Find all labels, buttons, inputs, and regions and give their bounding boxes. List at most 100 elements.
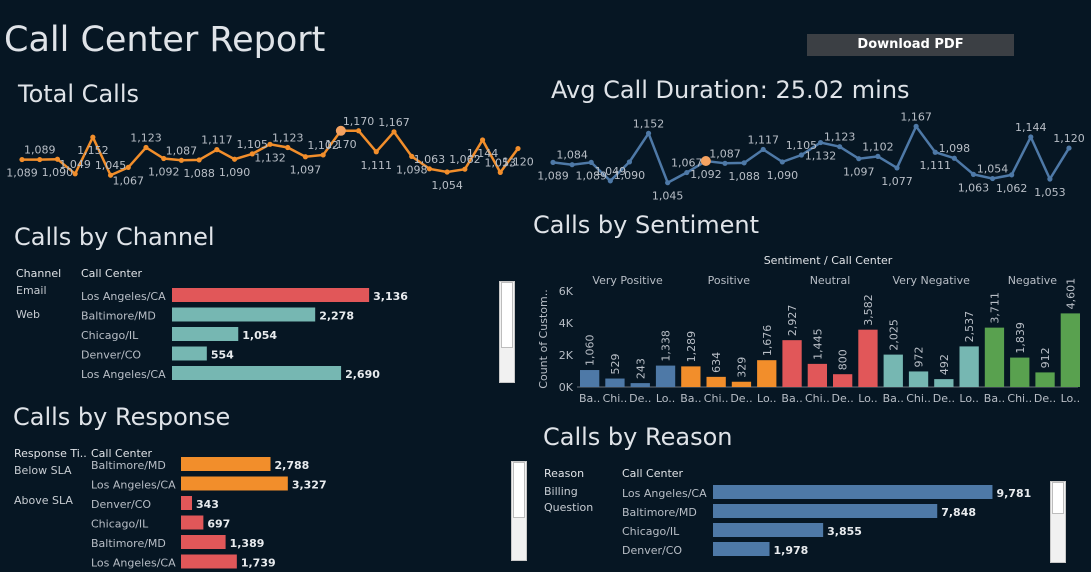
calls-by-sentiment-title: Calls by Sentiment bbox=[533, 211, 760, 239]
data-point bbox=[426, 166, 433, 172]
data-label: 1,045 bbox=[652, 190, 684, 203]
bar bbox=[858, 329, 878, 387]
value-label: 1,054 bbox=[242, 329, 277, 342]
data-point bbox=[143, 144, 149, 151]
data-label: 1,084 bbox=[556, 149, 588, 162]
channel-scrollbar-thumb[interactable] bbox=[501, 282, 513, 348]
bar bbox=[713, 523, 824, 537]
data-point bbox=[875, 153, 881, 159]
data-label: 1,067 bbox=[671, 157, 703, 170]
data-label: 1,152 bbox=[633, 117, 665, 130]
bar bbox=[1060, 313, 1080, 387]
channel-email: Email bbox=[16, 284, 47, 297]
reason-scrollbar-thumb[interactable] bbox=[1052, 482, 1064, 514]
y-tick-label: 4K bbox=[559, 317, 574, 330]
data-label: 1,089 bbox=[575, 169, 607, 182]
category-label: De.. bbox=[730, 392, 752, 405]
category-label: Ba.. bbox=[781, 392, 802, 405]
data-point bbox=[951, 155, 957, 161]
category-label: De.. bbox=[1034, 392, 1056, 405]
value-label: 7,848 bbox=[941, 506, 976, 519]
calls-by-response-chart[interactable]: Baltimore/MD 2,788 Los Angeles/CA 3,327 Denv… bbox=[0, 455, 510, 570]
reason-header: Reason bbox=[544, 467, 585, 480]
download-pdf-button[interactable]: Download PDF bbox=[807, 34, 1014, 56]
data-label: 1,167 bbox=[378, 116, 410, 129]
category-label: Chicago/IL bbox=[622, 525, 680, 538]
data-point bbox=[515, 145, 521, 152]
value-label: 1,839 bbox=[1014, 322, 1027, 354]
response-scrollbar[interactable] bbox=[511, 461, 527, 561]
total-calls-chart[interactable]: 1,0891,0891,0901,0491,1521,0451,0671,123… bbox=[0, 115, 534, 195]
data-label: 1,062 bbox=[449, 153, 481, 166]
value-label: 2,278 bbox=[319, 310, 354, 323]
value-label: 554 bbox=[211, 349, 234, 362]
bar bbox=[713, 504, 938, 518]
calls-by-reason-chart[interactable]: Los Angeles/CA 9,781 Baltimore/MD 7,848 Chic… bbox=[530, 480, 1050, 570]
data-label: 1,170 bbox=[343, 115, 375, 128]
value-label: 912 bbox=[1039, 347, 1052, 368]
y-tick-label: 6K bbox=[559, 285, 574, 298]
data-label: 1,088 bbox=[728, 170, 760, 183]
channel-scrollbar[interactable] bbox=[499, 281, 515, 383]
value-label: 800 bbox=[837, 349, 850, 370]
data-label: 1,105 bbox=[237, 138, 269, 151]
data-point bbox=[1009, 172, 1015, 178]
data-label: 1,087 bbox=[166, 144, 198, 157]
data-label: 1,090 bbox=[42, 166, 74, 179]
data-label: 1,089 bbox=[24, 144, 56, 157]
data-point bbox=[107, 172, 114, 178]
category-label: Lo.. bbox=[656, 392, 675, 405]
reason-scrollbar[interactable] bbox=[1050, 481, 1066, 563]
bar bbox=[731, 381, 752, 387]
bar bbox=[984, 327, 1005, 387]
data-label: 1,102 bbox=[862, 140, 894, 153]
category-label: Lo.. bbox=[1061, 392, 1080, 405]
value-label: 1,389 bbox=[230, 537, 265, 550]
data-label: 1,132 bbox=[805, 150, 837, 163]
calls-by-channel-chart[interactable]: Los Angeles/CA 3,136 Baltimore/MD 2,278 Chic… bbox=[0, 280, 500, 390]
bar bbox=[172, 307, 316, 322]
data-label: 1,144 bbox=[467, 147, 499, 160]
category-label: Los Angeles/CA bbox=[81, 290, 166, 303]
data-point bbox=[645, 130, 652, 136]
data-point bbox=[214, 147, 220, 153]
data-point bbox=[178, 157, 185, 163]
calls-by-response-title: Calls by Response bbox=[13, 403, 231, 431]
data-label: 1,063 bbox=[414, 153, 446, 166]
avg-duration-chart[interactable]: 1,0891,0841,0891,0491,0901,1521,0451,067… bbox=[537, 110, 1085, 203]
category-label: Denver/CO bbox=[91, 498, 151, 511]
data-point bbox=[161, 155, 167, 162]
bar bbox=[172, 346, 207, 361]
category-label: Baltimore/MD bbox=[81, 310, 156, 323]
value-label: 2,690 bbox=[345, 368, 380, 381]
data-point bbox=[1047, 176, 1053, 182]
value-label: 492 bbox=[938, 354, 951, 375]
category-label: Lo.. bbox=[757, 392, 776, 405]
calls-by-sentiment-chart[interactable]: Sentiment / Call Center Very Positive Posi… bbox=[530, 250, 1085, 410]
avg-duration-title: Avg Call Duration: 25.02 mins bbox=[551, 76, 910, 104]
data-label: 1,167 bbox=[900, 110, 932, 123]
data-label: 1,053 bbox=[485, 156, 517, 169]
data-point bbox=[1066, 145, 1072, 151]
data-point bbox=[249, 151, 255, 157]
value-label: 1,739 bbox=[241, 557, 276, 570]
category-label: Los Angeles/CA bbox=[81, 368, 166, 381]
bar bbox=[1035, 372, 1055, 387]
response-scrollbar-thumb[interactable] bbox=[513, 462, 525, 518]
bar bbox=[706, 376, 726, 387]
value-label: 529 bbox=[609, 354, 622, 375]
data-point bbox=[856, 156, 862, 162]
value-label: 1,676 bbox=[761, 325, 774, 357]
category-label: Los Angeles/CA bbox=[91, 557, 176, 570]
group-label: Positive bbox=[708, 274, 751, 287]
chart-title: Sentiment / Call Center bbox=[764, 254, 893, 267]
data-label: 1,123 bbox=[130, 131, 162, 144]
data-point bbox=[391, 129, 397, 135]
data-point bbox=[409, 153, 415, 159]
value-label: 1,060 bbox=[584, 335, 597, 367]
value-label: 2,025 bbox=[887, 319, 900, 351]
data-label: 1,063 bbox=[958, 181, 990, 194]
category-label: Chi.. bbox=[1007, 392, 1032, 405]
category-label: Ba.. bbox=[883, 392, 904, 405]
category-label: Lo.. bbox=[959, 392, 978, 405]
